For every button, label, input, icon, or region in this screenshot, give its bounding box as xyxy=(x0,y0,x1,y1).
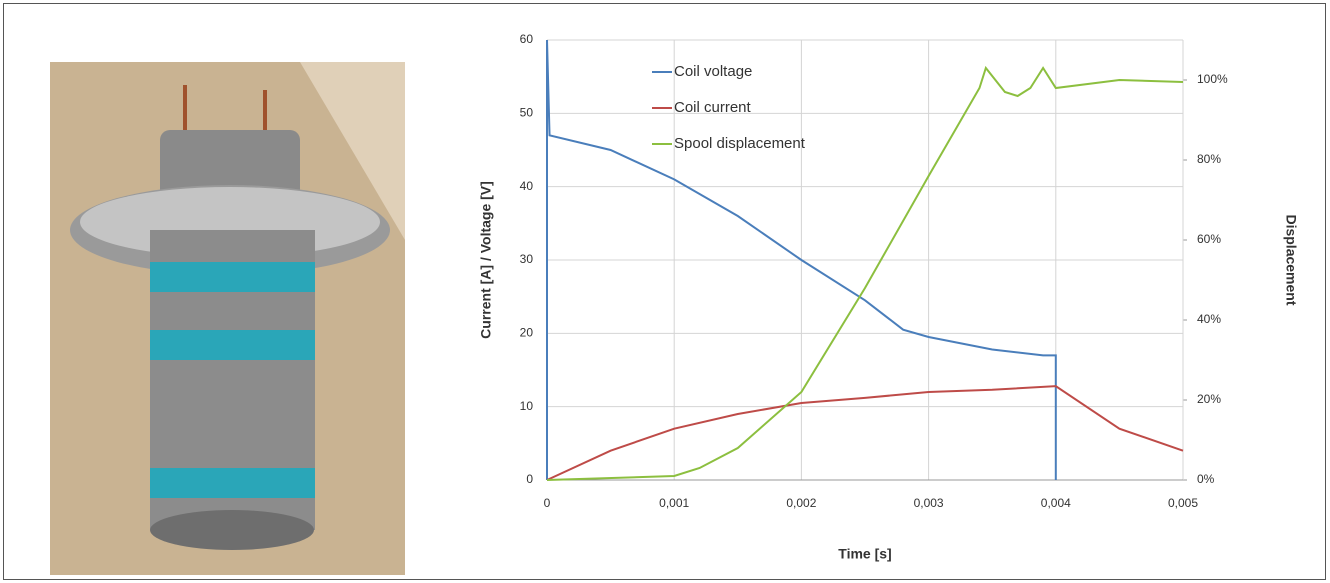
y-tick-label: 10 xyxy=(520,399,534,413)
y-tick-label: 30 xyxy=(520,252,534,266)
y-tick-label: 0 xyxy=(526,472,533,486)
x-tick-label: 0,002 xyxy=(786,496,816,510)
y2-tick-label: 40% xyxy=(1197,312,1221,326)
y-tick-label: 50 xyxy=(520,106,534,120)
y2-tick-label: 60% xyxy=(1197,232,1221,246)
x-axis-label: Time [s] xyxy=(838,546,891,562)
x-tick-label: 0,003 xyxy=(914,496,944,510)
y-tick-label: 20 xyxy=(520,326,534,340)
series-line xyxy=(546,385,1184,481)
chart: Current [A] / Voltage [V] Displacement T… xyxy=(478,181,1300,562)
y-tick-label: 60 xyxy=(520,32,534,46)
x-tick-label: 0,004 xyxy=(1041,496,1071,510)
x-tick-label: 0 xyxy=(544,496,551,510)
x-tick-label: 0,005 xyxy=(1168,496,1198,510)
legend-label: Coil current xyxy=(674,99,752,116)
y2-tick-label: 0% xyxy=(1197,472,1215,486)
valve-photo xyxy=(50,62,405,575)
series-line xyxy=(546,65,1184,481)
legend-label: Spool displacement xyxy=(674,135,806,152)
y2-tick-label: 80% xyxy=(1197,152,1221,166)
y-tick-label: 40 xyxy=(520,179,534,193)
x-tick-label: 0,001 xyxy=(659,496,689,510)
series-line xyxy=(546,39,1057,480)
y2-tick-label: 100% xyxy=(1197,72,1228,86)
y2-tick-label: 20% xyxy=(1197,392,1221,406)
y2-axis-label: Displacement xyxy=(1283,214,1299,305)
y-axis-label: Current [A] / Voltage [V] xyxy=(478,181,494,339)
legend-label: Coil voltage xyxy=(674,63,752,80)
